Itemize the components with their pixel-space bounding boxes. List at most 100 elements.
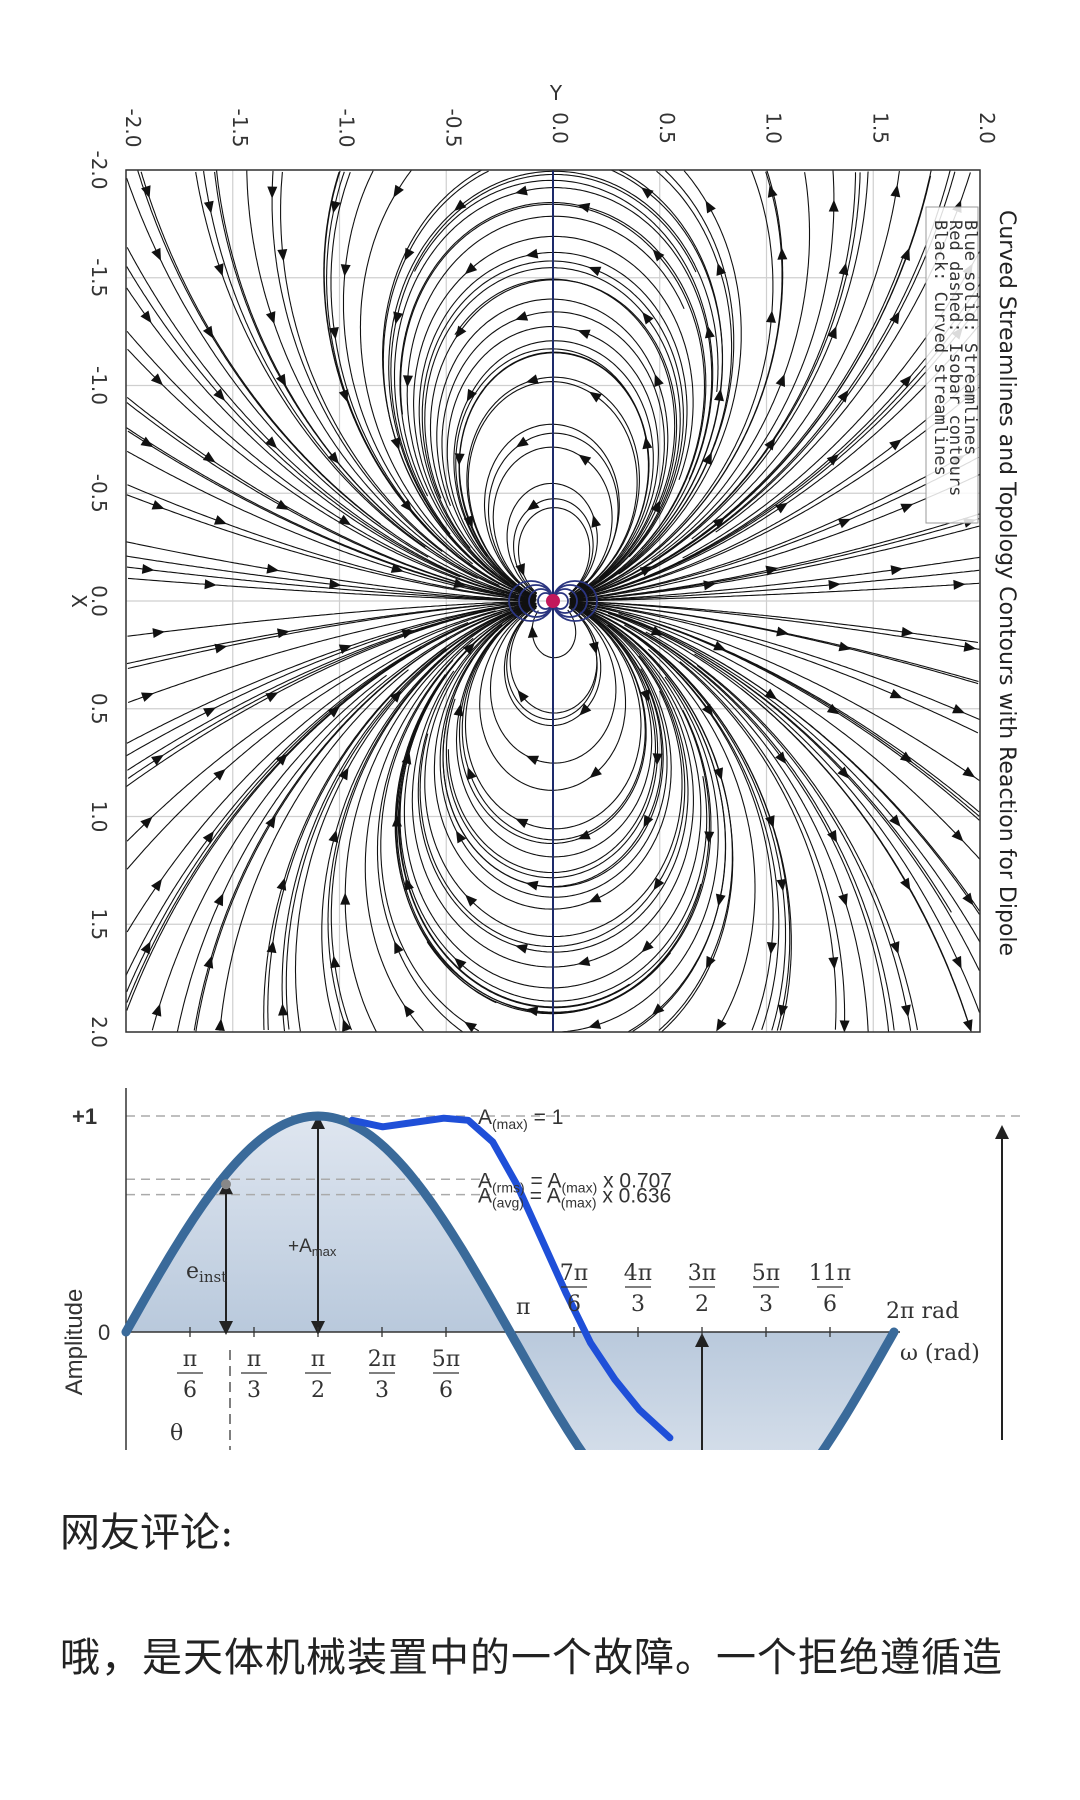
streamline (446, 326, 659, 598)
legend-box (925, 206, 979, 524)
amplitude-label: Amplitude (61, 1289, 88, 1396)
streamline-arrow (515, 944, 528, 954)
streamline-arrow (453, 199, 467, 212)
streamline-arrow (889, 814, 901, 827)
streamline (127, 601, 536, 704)
streamline-arrow (654, 373, 664, 387)
streamline (176, 612, 503, 1033)
x-tick-above: 7π6 (560, 1261, 588, 1337)
dipole-streamline-chart: -2.0 -1.5 -1.0 -0.5 0.0 0.5 1.0 1.5 2.0 -2.0 -1.5… (67, 81, 1019, 1048)
streamline-arrow (214, 643, 228, 654)
streamline-arrow (952, 704, 966, 714)
streamline-arrow (705, 200, 716, 214)
streamline-arrow (515, 818, 529, 829)
streamline-arrow (265, 311, 276, 325)
streamline-arrow (389, 690, 402, 703)
streamline (330, 614, 507, 1031)
streamline-arrow (899, 751, 913, 763)
streamline-arrow (338, 514, 352, 526)
streamline (662, 631, 980, 915)
streamline (458, 604, 647, 844)
streamline (382, 169, 536, 598)
x-tick-label: 0.5 (87, 693, 111, 725)
streamline-arrow (453, 578, 467, 589)
streamline (126, 601, 535, 757)
streamline-arrow (390, 563, 404, 573)
streamline (439, 604, 668, 898)
tick-denominator: 3 (247, 1378, 261, 1403)
streamline-arrow (962, 892, 974, 906)
streamline-arrow (838, 893, 848, 907)
streamline (214, 171, 536, 600)
streamline-arrow (765, 565, 779, 576)
x-tick-label: 0.0 (87, 585, 111, 617)
x-tick-label: 2.0 (87, 1016, 111, 1048)
streamline (647, 648, 756, 1031)
streamline-arrow (454, 957, 467, 970)
streamline-arrow (713, 641, 727, 651)
tick-numerator: 4π (624, 1261, 652, 1286)
streamline-arrow (464, 1021, 478, 1033)
tick-denominator: 2 (311, 1378, 325, 1403)
end-label: 2π rad (886, 1299, 959, 1324)
streamline (126, 494, 536, 601)
streamline (424, 267, 681, 598)
instant-value-dot (221, 1179, 231, 1190)
streamline-arrow (214, 263, 224, 277)
tick-denominator: 2 (695, 1292, 709, 1317)
streamline (455, 348, 649, 598)
streamline (509, 607, 598, 714)
streamline-arrow (151, 500, 165, 510)
streamline-arrow (951, 955, 962, 969)
streamline-arrow (328, 829, 339, 843)
streamline-arrow (777, 247, 788, 260)
theta-label: θ (170, 1421, 183, 1446)
streamline (433, 604, 672, 910)
streamline (364, 637, 474, 1032)
streamline (127, 348, 505, 594)
streamline-arrow (642, 311, 654, 325)
tick-numerator: 7π (560, 1261, 588, 1286)
streamline (376, 603, 536, 1033)
streamline-arrow (652, 753, 663, 766)
tick-denominator: 6 (439, 1378, 453, 1403)
legend-entry-curved: Black: Curved streamlines (930, 220, 950, 476)
streamline-arrow (150, 373, 164, 386)
streamline-arrow (827, 829, 838, 843)
x-tick-label: -1.0 (87, 366, 111, 405)
streamline (571, 601, 979, 685)
streamline-arrow (766, 942, 777, 955)
x-tick-below: 2π3 (368, 1327, 396, 1403)
streamline-arrow (151, 247, 162, 261)
streamline-arrow (152, 628, 165, 639)
streamline-arrow (455, 830, 467, 844)
streamline-arrow (213, 388, 226, 401)
y-tick-label: 1.5 (868, 112, 892, 144)
streamline-arrow (202, 325, 214, 339)
streamline-arrow (467, 767, 477, 781)
streamline-arrow (204, 579, 217, 590)
streamline (611, 386, 980, 593)
streamline-arrow (765, 310, 776, 323)
y-tick-zero: 0 (98, 1320, 110, 1345)
tick-denominator: 3 (631, 1292, 645, 1317)
streamline-arrow (214, 1018, 225, 1031)
streamline-arrow (577, 830, 591, 840)
streamline (651, 170, 835, 561)
streamline (694, 653, 981, 1013)
streamline (137, 170, 516, 595)
streamline-arrow (899, 375, 912, 388)
streamline (618, 612, 981, 860)
streamline-arrow (716, 1018, 727, 1032)
streamline-arrow (588, 266, 602, 277)
streamline-arrow (402, 375, 413, 388)
x-tick-label: -2.0 (87, 150, 111, 189)
streamline-arrow (276, 373, 287, 387)
streamline (570, 373, 980, 601)
streamline (577, 604, 869, 1032)
streamline-arrow (704, 325, 715, 339)
streamline-arrow (515, 436, 529, 448)
streamline-arrow (151, 754, 164, 766)
